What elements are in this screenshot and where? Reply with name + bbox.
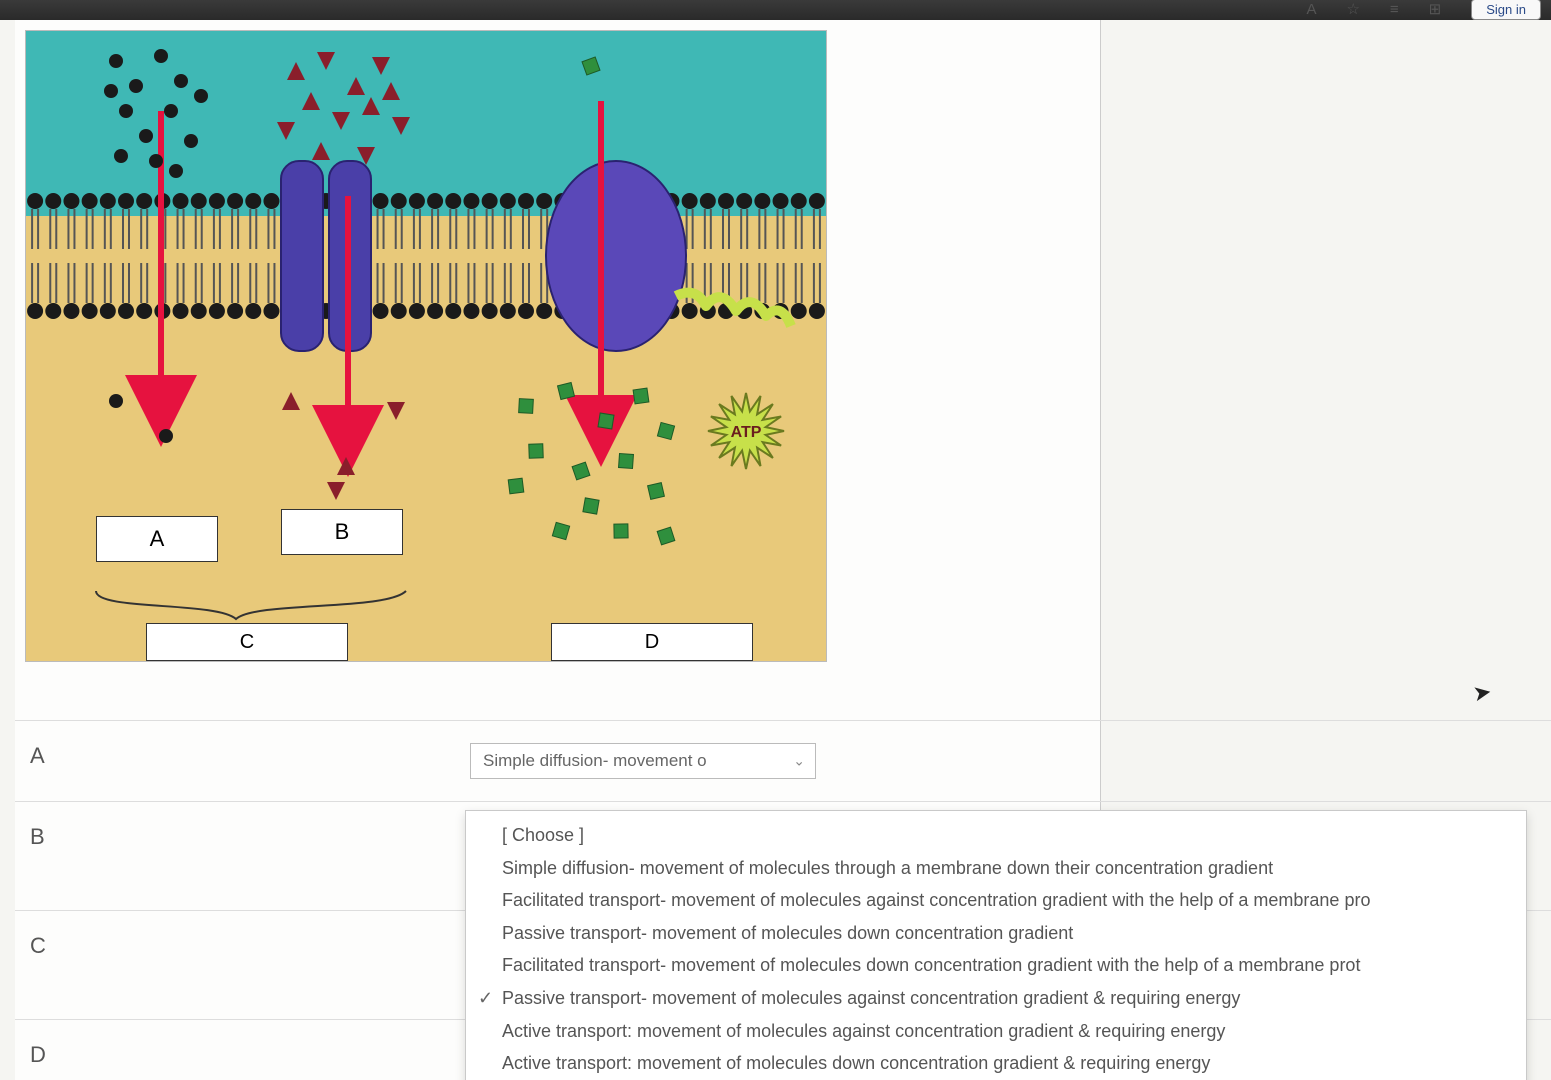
read-aloud-icon[interactable]: ≡: [1390, 1, 1399, 18]
collections-icon[interactable]: ⊞: [1429, 0, 1442, 18]
answer-dropdown-open[interactable]: [ Choose ]Simple diffusion- movement of …: [465, 810, 1527, 1080]
text-size-icon[interactable]: A: [1306, 1, 1316, 18]
dropdown-option[interactable]: Facilitated transport- movement of molec…: [466, 949, 1526, 982]
diagram-label-b: B: [281, 509, 403, 555]
question-label-b: B: [25, 824, 470, 850]
question-label-a: A: [25, 743, 470, 769]
answer-select-a-value: Simple diffusion- movement o: [483, 751, 707, 771]
question-row-a: A Simple diffusion- movement o ⌄: [15, 720, 1551, 801]
dropdown-option[interactable]: Passive transport- movement of molecules…: [466, 982, 1526, 1015]
dropdown-option[interactable]: Passive transport- movement of molecules…: [466, 917, 1526, 950]
dropdown-option[interactable]: [ Choose ]: [466, 819, 1526, 852]
dropdown-option[interactable]: Active transport: movement of molecules …: [466, 1047, 1526, 1080]
diagram-svg: ATP: [26, 31, 826, 661]
answer-select-a[interactable]: Simple diffusion- movement o ⌄: [470, 743, 816, 779]
question-rows: A Simple diffusion- movement o ⌄ B C D […: [15, 720, 1551, 1080]
diagram-label-a: A: [96, 516, 218, 562]
content-panel: ATP A B C D A Simple diffusion- movement…: [15, 20, 1101, 1080]
question-label-c: C: [25, 933, 470, 959]
dropdown-option[interactable]: Simple diffusion- movement of molecules …: [466, 852, 1526, 885]
mouse-cursor-icon: ➤: [1470, 679, 1493, 708]
diagram-label-c: C: [146, 623, 348, 661]
diagram-label-d: D: [551, 623, 753, 661]
sign-in-button[interactable]: Sign in: [1471, 0, 1541, 20]
dropdown-option[interactable]: Active transport: movement of molecules …: [466, 1015, 1526, 1048]
chevron-down-icon: ⌄: [793, 753, 805, 770]
membrane-transport-diagram: ATP A B C D: [25, 30, 827, 662]
svg-text:ATP: ATP: [731, 424, 762, 441]
favorites-icon[interactable]: ☆: [1346, 0, 1359, 18]
dropdown-option[interactable]: Facilitated transport- movement of molec…: [466, 884, 1526, 917]
topbar-right-controls: A ☆ ≡ ⊞ Sign in: [1296, 0, 1551, 18]
question-label-d: D: [25, 1042, 470, 1068]
